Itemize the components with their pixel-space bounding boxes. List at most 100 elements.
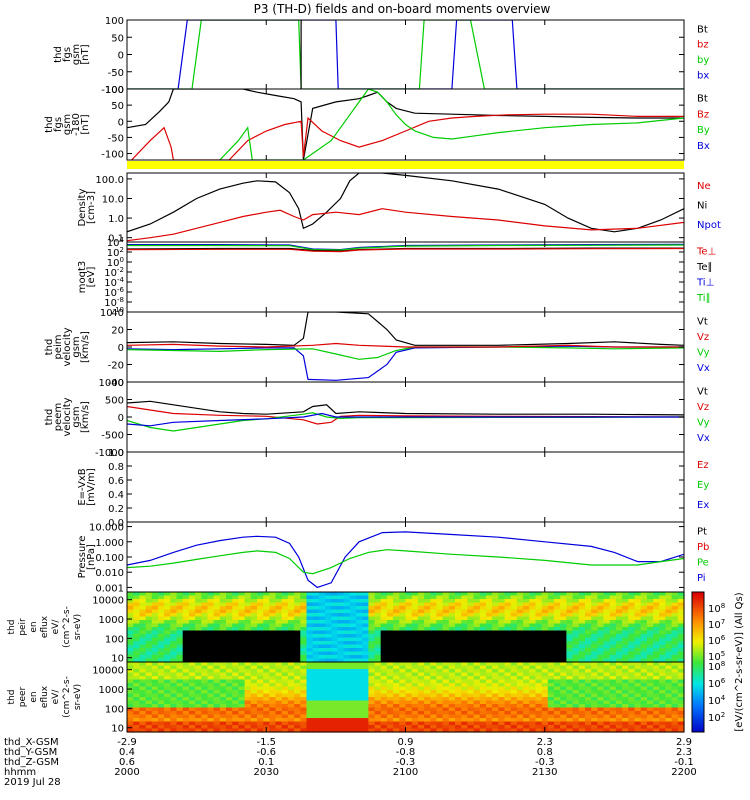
spectrogram-cell	[269, 616, 277, 621]
spectrogram-cell	[250, 665, 258, 670]
spectrogram-cell	[622, 669, 629, 674]
spectrogram-cell	[325, 651, 332, 656]
spectrogram-cell	[399, 630, 407, 635]
spectrogram-cell	[436, 609, 444, 614]
spectrogram-cell	[424, 679, 431, 684]
spectrogram-cell	[250, 700, 258, 705]
spectrogram-cell	[510, 679, 518, 684]
spectrogram-cell	[269, 637, 277, 642]
spectrogram-cell	[492, 672, 499, 677]
spectrogram-cell	[430, 609, 438, 614]
spectrogram-cell	[139, 637, 147, 642]
spectrogram-cell	[665, 609, 673, 614]
spectrogram-cell	[133, 672, 140, 677]
spectrogram-cell	[226, 679, 233, 684]
spectrogram-cell	[170, 637, 178, 642]
spectrogram-cell	[127, 658, 134, 663]
spectrogram-cell	[523, 641, 530, 646]
spectrogram-cell	[393, 630, 400, 635]
spectrogram-cell	[523, 721, 530, 726]
spectrogram-cell	[139, 704, 147, 709]
spectrogram-cell	[615, 620, 623, 625]
spectrogram-cell	[424, 665, 431, 670]
spectrogram-cell	[232, 599, 239, 604]
spectrogram-cell	[164, 725, 171, 730]
spectrogram-cell	[318, 602, 326, 607]
spectrogram-cell	[603, 683, 611, 688]
spectrogram-cell	[424, 725, 431, 730]
spectrogram-cell	[170, 616, 178, 621]
spectrogram-cell	[640, 609, 648, 614]
spectrogram-cell	[448, 700, 456, 705]
spectrogram-cell	[467, 616, 475, 621]
spectrogram-cell	[257, 686, 264, 691]
spectrogram-cell	[405, 711, 413, 716]
spectrogram-cell	[646, 606, 654, 611]
spectrogram-cell	[442, 658, 450, 663]
spectrogram-cell	[325, 609, 332, 614]
spectrogram-cell	[195, 669, 202, 674]
spectrogram-cell	[455, 707, 462, 712]
spectrogram-cell	[653, 693, 660, 698]
spectrogram-cell	[659, 686, 666, 691]
spectrogram-cell	[609, 693, 617, 698]
spectrogram-cell	[306, 725, 314, 730]
spectrogram-cell	[646, 690, 654, 695]
spectrogram-cell	[671, 655, 679, 660]
spectrogram-cell	[325, 641, 332, 646]
spectrogram-cell	[244, 714, 252, 719]
spectrogram-cell	[213, 679, 221, 684]
spectrogram-cell	[386, 725, 394, 730]
spectrogram-cell	[603, 690, 611, 695]
spectrogram-cell	[238, 676, 246, 681]
y-tick-label: 100.0	[95, 175, 124, 186]
spectrogram-cell	[145, 728, 153, 733]
spectrogram-cell	[442, 669, 450, 674]
spectrogram-cell	[405, 714, 413, 719]
spectrogram-cell	[331, 658, 338, 663]
spectrogram-cell	[572, 655, 580, 660]
spectrogram-cell	[232, 672, 239, 677]
spectrogram-cell	[139, 602, 147, 607]
spectrogram-cell	[665, 686, 673, 691]
spectrogram-cell	[591, 707, 598, 712]
spectrogram-cell	[461, 686, 468, 691]
spectrogram-cell	[232, 620, 239, 625]
colorbar-cell	[692, 716, 704, 719]
spectrogram-cell	[677, 655, 685, 660]
spectrogram-cell	[318, 641, 326, 646]
spectrogram-cell	[646, 623, 654, 628]
spectrogram-cell	[374, 700, 382, 705]
spectrogram-cell	[572, 718, 580, 723]
spectrogram-cell	[547, 655, 555, 660]
spectrogram-cell	[572, 620, 580, 625]
spectrogram-cell	[455, 725, 462, 730]
spectrogram-cell	[201, 637, 209, 642]
spectrogram-cell	[349, 704, 357, 709]
spectrogram-cell	[461, 665, 468, 670]
spectrogram-cell	[411, 711, 419, 716]
spectrogram-cell	[411, 669, 419, 674]
spectrogram-cell	[312, 662, 320, 667]
spectrogram-cell	[479, 672, 487, 677]
spectrogram-cell	[578, 627, 586, 632]
spectrogram-cell	[312, 627, 320, 632]
spectrogram-cell	[157, 693, 165, 698]
spectrogram-cell	[504, 697, 512, 702]
spectrogram-cell	[424, 613, 431, 618]
spectrogram-cell	[337, 672, 345, 677]
spectrogram-cell	[188, 644, 196, 649]
spectrogram-cell	[554, 599, 561, 604]
spectrogram-cell	[479, 665, 487, 670]
spectrogram-cell	[609, 686, 617, 691]
spectrogram-cell	[188, 707, 196, 712]
spectrogram-cell	[244, 606, 252, 611]
spectrogram-cell	[362, 669, 369, 674]
spectrogram-cell	[263, 707, 270, 712]
spectrogram-cell	[615, 693, 623, 698]
spectrogram-cell	[374, 613, 382, 618]
spectrogram-cell	[201, 620, 209, 625]
spectrogram-cell	[578, 714, 586, 719]
spectrogram-cell	[294, 686, 301, 691]
